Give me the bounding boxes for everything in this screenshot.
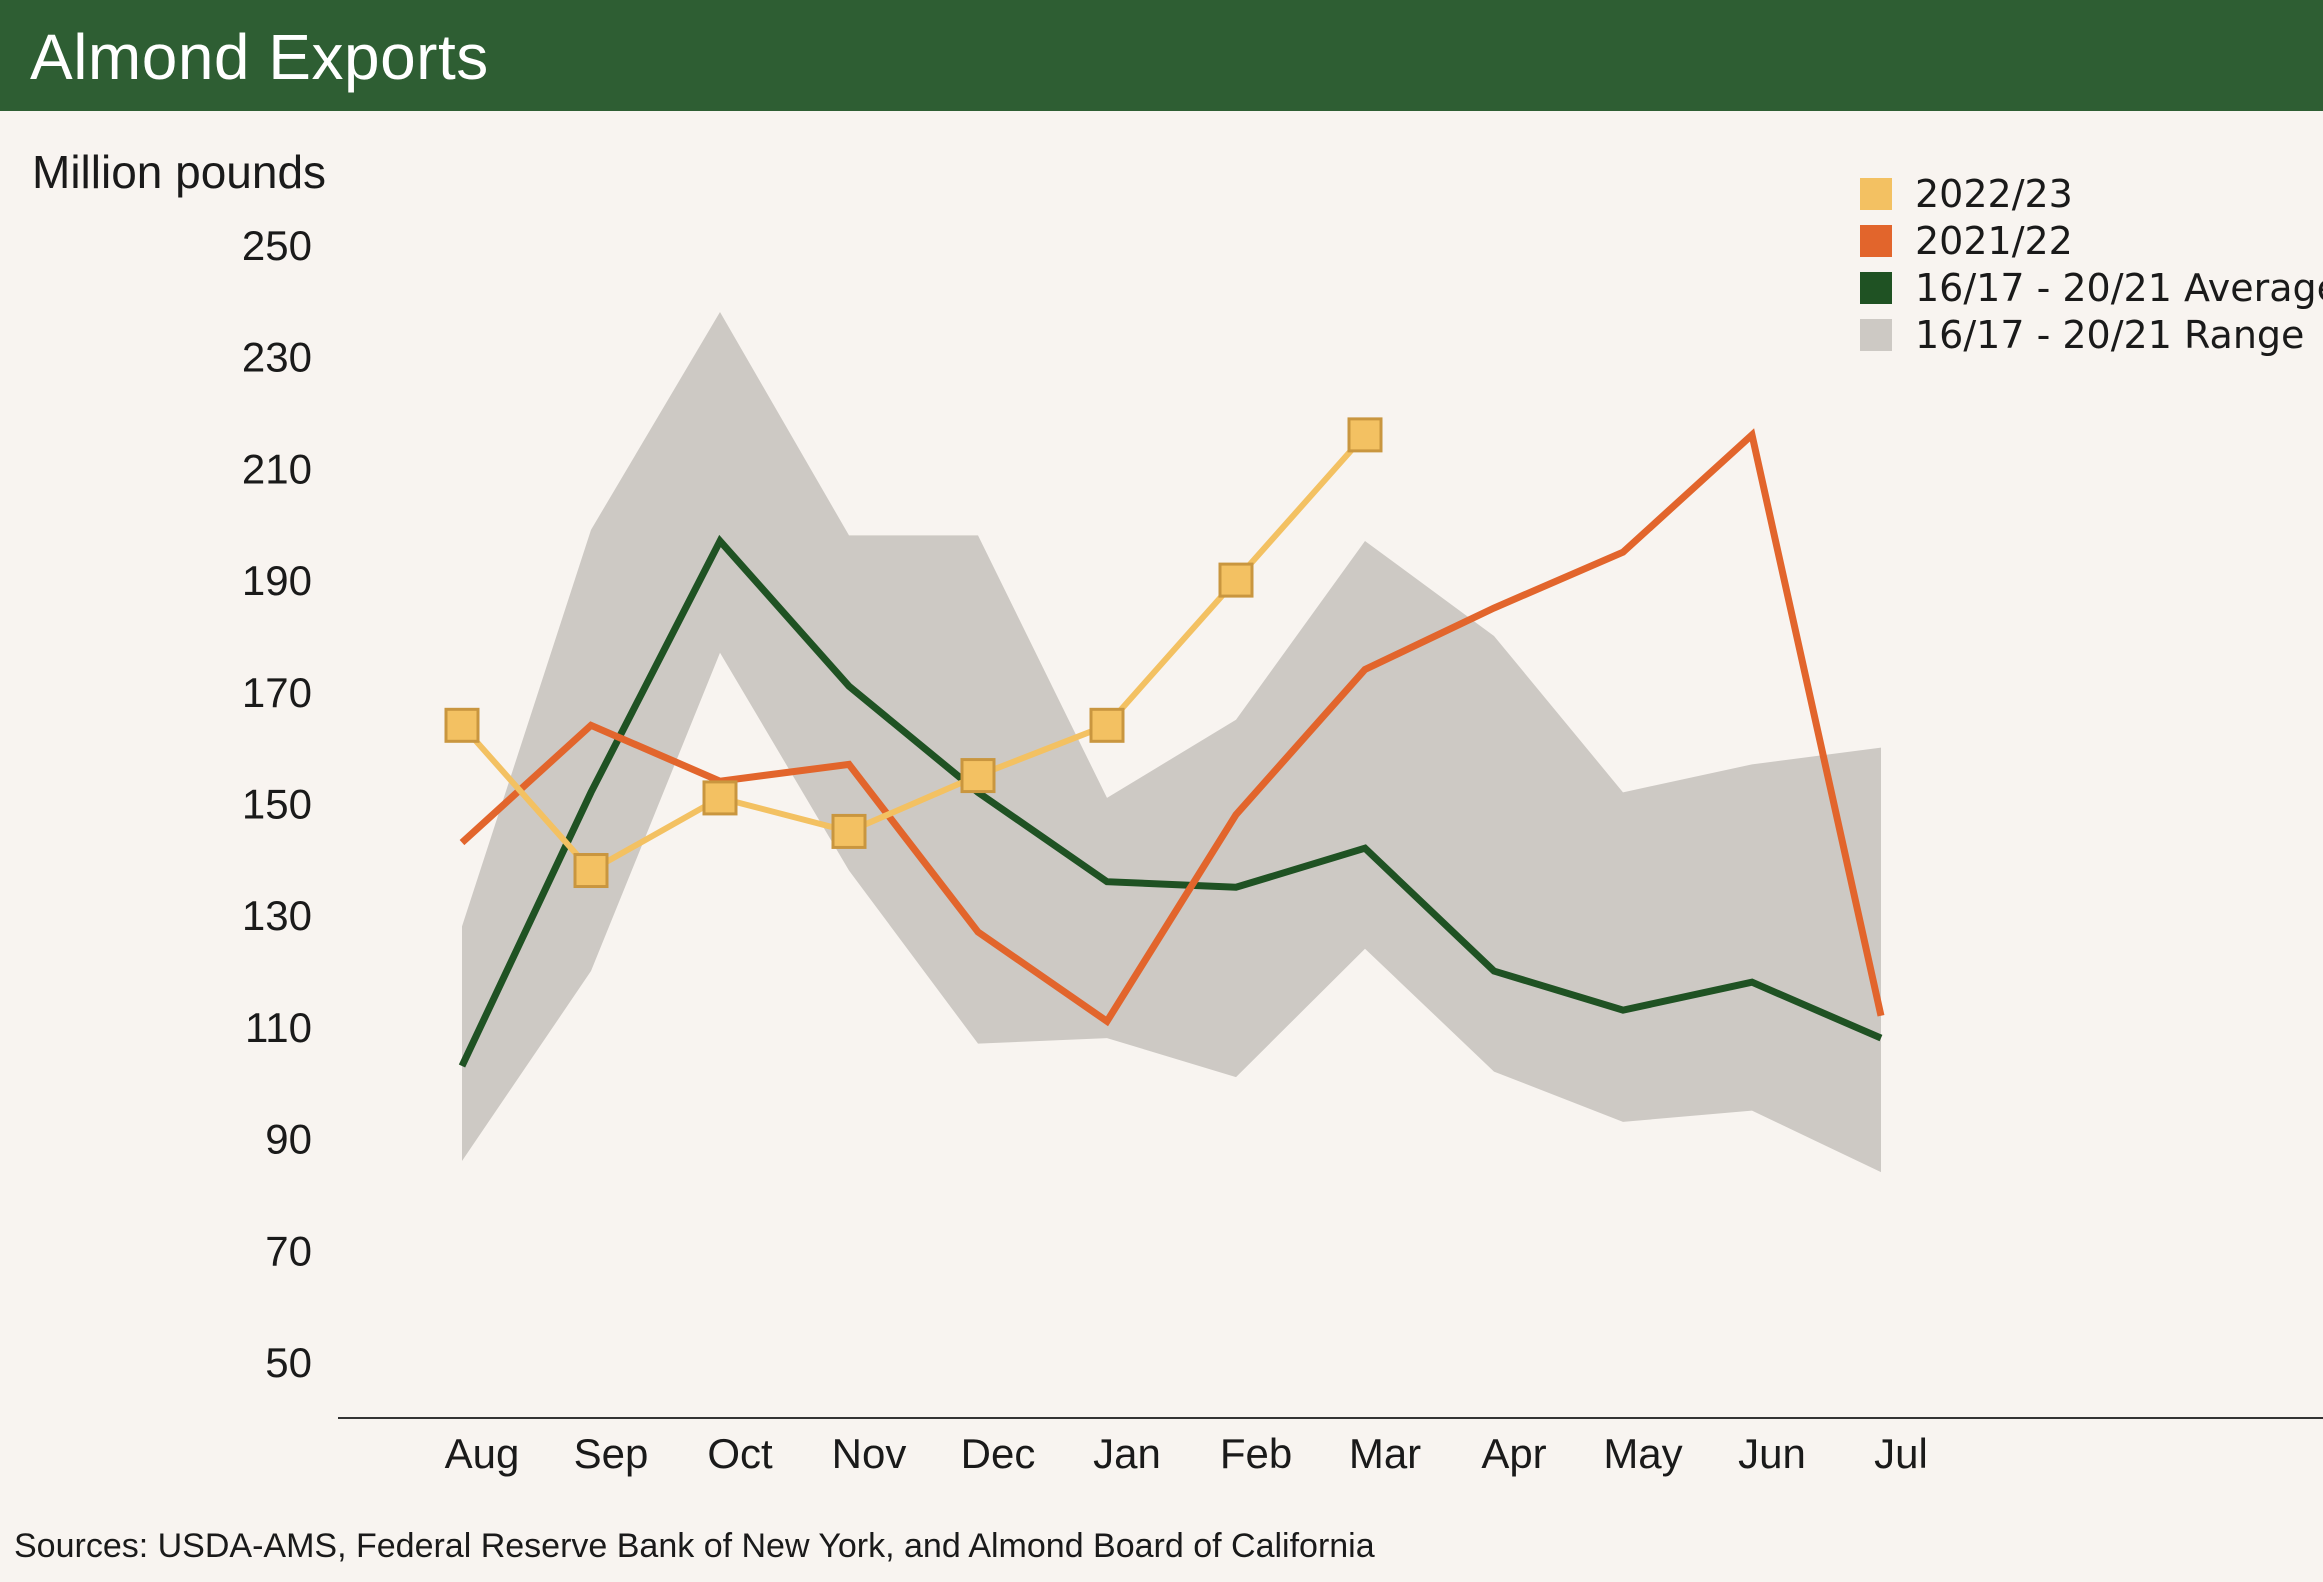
x-tick-label: Jul [1874,1430,1928,1477]
y-tick-label: 90 [265,1116,312,1163]
marker-2022-23 [444,707,480,743]
marker-2022-23 [573,853,609,889]
chart-title: Almond Exports [30,21,489,93]
y-tick-label: 170 [242,669,312,716]
x-tick-label: Oct [707,1430,773,1477]
y-tick-label: 130 [242,892,312,939]
x-tick-label: Jan [1093,1430,1161,1477]
header-bar: Almond Exports [0,0,2323,111]
x-tick-label: Jun [1738,1430,1806,1477]
y-tick-label: 190 [242,557,312,604]
legend-swatch [1860,225,1892,257]
legend-swatch [1860,319,1892,351]
legend-item-2022-23: 2022/23 [1860,172,2073,216]
legend-label: 16/17 - 20/21 Average [1915,266,2323,310]
x-tick-label: Sep [574,1430,649,1477]
marker-2022-23 [1089,707,1125,743]
marker-2022-23 [702,780,738,816]
y-tick-label: 250 [242,222,312,269]
legend-item-average: 16/17 - 20/21 Average [1860,266,2323,310]
y-tick-label: 110 [245,1004,312,1051]
y-tick-label: 50 [265,1339,312,1386]
legend-item-range: 16/17 - 20/21 Range [1860,313,2304,357]
marker-2022-23 [831,813,867,849]
x-tick-label: Nov [832,1430,907,1477]
y-tick-label: 150 [242,781,312,828]
legend-swatch [1860,272,1892,304]
x-tick-label: May [1603,1430,1682,1477]
marker-2022-23 [1218,562,1254,598]
range-band [462,312,1881,1173]
x-tick-label: Mar [1349,1430,1421,1477]
series-line-average [458,534,1883,1068]
x-tick-label: Apr [1481,1430,1546,1477]
legend-item-2021-22: 2021/22 [1860,219,2073,263]
legend-swatch [1860,178,1892,210]
series-line-2021-22 [459,428,1885,1027]
legend-label: 2021/22 [1915,219,2073,263]
x-tick-label: Feb [1220,1430,1292,1477]
x-tick-label: Dec [961,1430,1036,1477]
source-note: Sources: USDA-AMS, Federal Reserve Bank … [14,1527,1375,1565]
series-line-2022-23 [459,432,1368,875]
legend-label: 2022/23 [1915,172,2073,216]
marker-2022-23 [960,758,996,794]
x-tick-label: Aug [445,1430,520,1477]
y-tick-label: 230 [242,334,312,381]
y-tick-label: 210 [242,445,312,492]
legend-label: 16/17 - 20/21 Range [1915,313,2304,357]
y-axis-label: Million pounds [32,146,327,198]
marker-2022-23 [1347,417,1383,453]
y-tick-label: 70 [265,1227,312,1274]
